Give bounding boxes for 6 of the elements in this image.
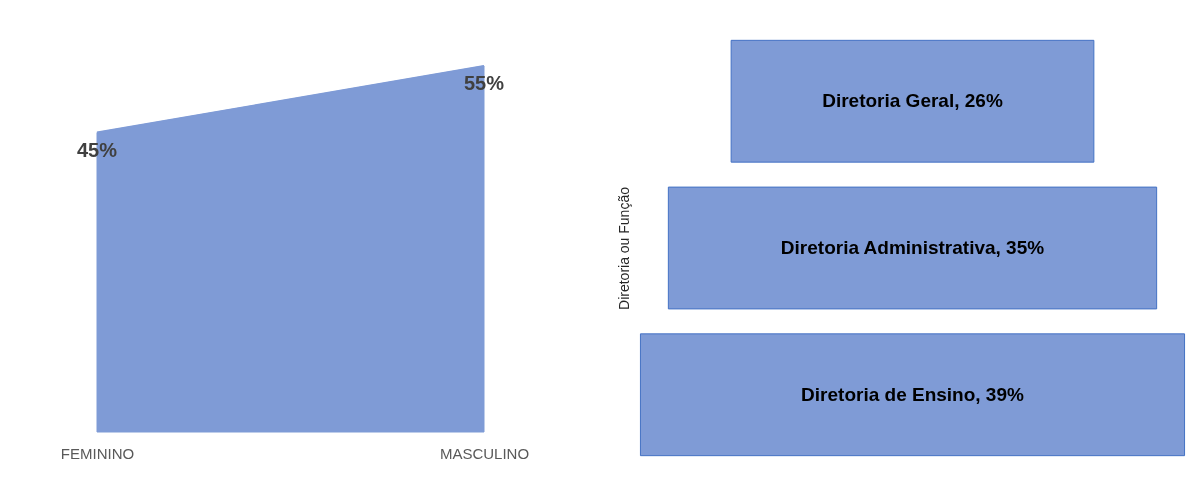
x-tick-label: MASCULINO — [439, 444, 530, 462]
data-label: Diretoria Geral, 26% — [822, 90, 1003, 112]
data-label: Diretoria Administrativa, 35% — [780, 237, 1045, 258]
text: Diretoria ou Função — [615, 186, 632, 310]
data-label: Diretoria de Ensino, 39% — [801, 383, 1024, 405]
x-tick-label: FEMININO — [60, 444, 135, 462]
